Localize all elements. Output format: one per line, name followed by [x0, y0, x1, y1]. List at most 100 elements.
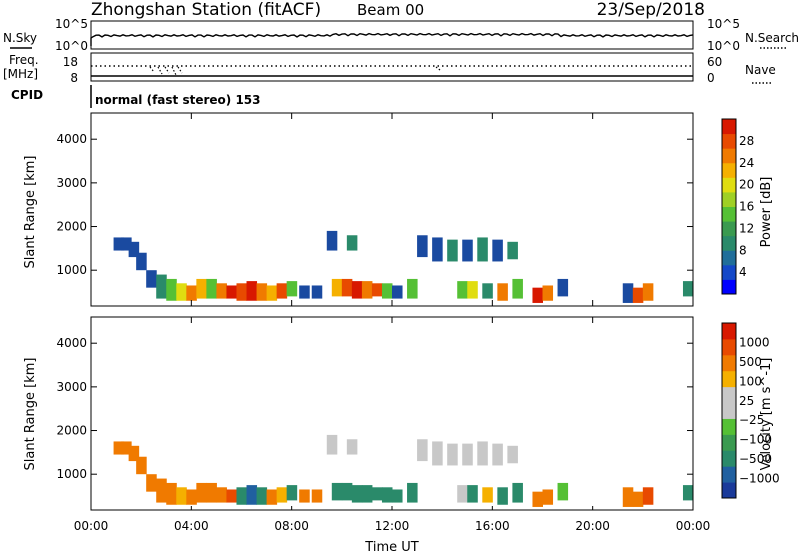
colorbar-swatch	[722, 133, 736, 149]
data-cell	[371, 487, 383, 501]
x-tick-label: 16:00	[475, 519, 510, 533]
data-cell	[557, 482, 569, 501]
colorbar-swatch	[722, 264, 736, 280]
data-cell	[542, 489, 554, 505]
data-cell	[622, 487, 634, 507]
y-tick-label: 4000	[56, 132, 87, 146]
nave-dip	[177, 66, 183, 74]
y-tick-label: 1000	[56, 467, 87, 481]
velocity-colorbar: 1000 500 100 25 −25 −100 −500 −1000	[721, 322, 780, 499]
y-tick-label: 4000	[56, 336, 87, 350]
velocity-y-axis: 1000 2000 3000 4000	[56, 336, 693, 481]
data-cell	[299, 489, 310, 503]
colorbar-tick-label: 12	[739, 221, 754, 235]
data-cell	[497, 487, 508, 505]
data-cell	[532, 287, 544, 303]
data-cell	[512, 278, 523, 299]
data-cell	[477, 441, 488, 466]
colorbar-swatch	[722, 338, 736, 356]
data-cell	[432, 441, 443, 466]
data-cell	[128, 241, 140, 258]
data-cell	[276, 487, 288, 503]
data-cell	[346, 439, 358, 455]
data-cell	[186, 489, 197, 505]
data-cell	[136, 456, 147, 475]
data-cell	[326, 230, 338, 251]
data-cell	[286, 485, 298, 501]
power-panel	[90, 112, 694, 307]
colorbar-tick-label: 4	[739, 265, 747, 279]
data-cell	[361, 485, 373, 503]
nave-dip	[164, 66, 170, 74]
data-cell	[346, 235, 358, 251]
data-cell	[206, 278, 217, 299]
cpid-label: CPID	[11, 88, 43, 102]
colorbar-swatch	[722, 466, 736, 483]
data-cell	[462, 239, 473, 262]
data-cell	[482, 283, 493, 299]
colorbar-swatch	[722, 354, 736, 372]
freq-panel	[90, 52, 694, 82]
colorbar-swatch	[722, 450, 736, 467]
noise-right-tick-top: 10^5	[707, 17, 740, 31]
data-cell	[482, 487, 493, 503]
data-cell	[497, 283, 508, 301]
data-cell	[311, 489, 323, 503]
nave-dip	[157, 66, 163, 75]
colorbar-swatch	[722, 221, 736, 237]
noise-left-tick-bottom: 10^0	[55, 39, 88, 53]
nave-dip	[171, 66, 177, 76]
data-cell	[266, 285, 278, 301]
colorbar-frame	[721, 118, 737, 295]
data-cell	[407, 482, 418, 503]
noise-left-tick-top: 10^5	[55, 17, 88, 31]
data-cell	[166, 482, 177, 505]
colorbar-swatch	[722, 482, 736, 499]
data-cell	[286, 281, 298, 297]
data-cell	[246, 281, 258, 301]
noise-right-tick-bottom: 10^0	[707, 39, 740, 53]
x-tick-label: 08:00	[274, 519, 309, 533]
data-cell	[682, 485, 694, 501]
data-cell	[216, 283, 227, 299]
data-cell	[512, 482, 523, 503]
data-cell	[136, 252, 147, 271]
data-cell	[432, 237, 443, 262]
data-cell	[467, 485, 478, 503]
y-tick-label: 3000	[56, 380, 87, 394]
data-cell	[276, 283, 288, 299]
data-cell	[236, 487, 248, 505]
colorbar-swatch	[722, 177, 736, 193]
y-tick-label: 3000	[56, 176, 87, 190]
data-cell	[632, 491, 644, 507]
colorbar-tick-label: 100	[739, 374, 762, 388]
colorbar-tick-label: −100	[739, 433, 772, 447]
data-cell	[632, 287, 644, 303]
data-cell	[392, 489, 403, 503]
power-colorbar-label: Power [dB]	[759, 177, 774, 248]
colorbar-swatch	[722, 119, 736, 135]
data-cell	[156, 274, 167, 299]
beam-label: Beam 00	[357, 1, 424, 19]
colorbar-swatch	[722, 148, 736, 164]
nave-label: Nave	[745, 63, 776, 77]
data-cell	[128, 445, 140, 462]
time-axis: 00:00 04:00 08:00 12:00 16:00 20:00 00:00	[74, 113, 710, 533]
data-cell	[196, 278, 207, 299]
data-cell	[447, 443, 458, 466]
data-cell	[156, 478, 167, 503]
data-cell	[113, 237, 125, 251]
velocity-panel	[90, 316, 694, 511]
data-cell	[447, 239, 458, 262]
data-cell	[176, 487, 187, 505]
colorbar-swatch	[722, 162, 736, 178]
colorbar-swatch	[722, 279, 736, 295]
power-y-axis: 1000 2000 3000 4000	[56, 132, 693, 277]
freq-tick-top: 18	[63, 55, 78, 69]
data-cell	[457, 281, 468, 299]
data-cell	[299, 285, 310, 299]
data-cell	[351, 485, 363, 503]
colorbar-swatch	[722, 206, 736, 222]
colorbar-swatch	[722, 418, 736, 435]
nsearch-label: N.Search	[745, 31, 799, 45]
